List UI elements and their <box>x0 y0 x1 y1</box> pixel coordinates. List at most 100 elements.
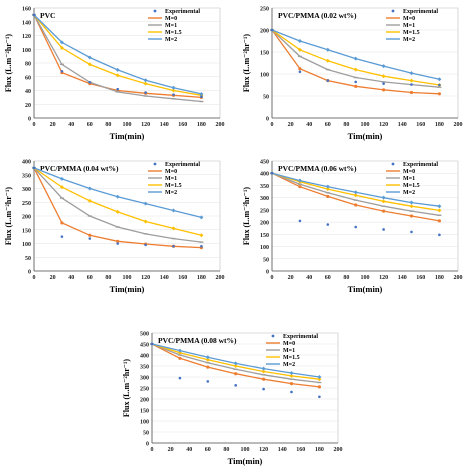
chart3-ytick-label: 400 <box>260 172 269 178</box>
chart0-data-point <box>199 91 204 96</box>
chart4-data-point <box>289 373 294 378</box>
chart4-xtick-label: 0 <box>151 447 154 453</box>
chart-pvc-pmma-004: 0 50 100 150 200 250 300 350 400 0 20 40 60 80 100 120 1… <box>4 160 225 295</box>
chart4-data-point <box>178 356 182 360</box>
chart4-ytick-label: 350 <box>140 365 149 371</box>
chart3-experimental-point <box>298 219 302 223</box>
chart1-ytick-label: 250 <box>260 7 269 13</box>
chart0-data-point <box>115 67 120 72</box>
chart2-data-point <box>143 201 148 206</box>
chart0-ytick-label: 160 <box>22 7 31 13</box>
chart0-legend-label-M=0: M=0 <box>165 16 177 22</box>
chart0-x-axis-label: Tim(min) <box>110 131 145 141</box>
chart4-experimental-point <box>262 387 265 391</box>
chart3-data-point <box>325 187 330 192</box>
chart2-ytick-label: 50 <box>25 256 31 262</box>
chart1-xtick-label: 20 <box>288 122 294 128</box>
chart3-data-point <box>409 214 414 218</box>
chart2-legend-label-M=2: M=2 <box>165 190 177 196</box>
chart3-xtick-label: 200 <box>454 275 463 281</box>
chart4-ytick-label: 300 <box>140 376 149 382</box>
chart4-ytick-label: 50 <box>143 431 149 437</box>
chart1-experimental-point <box>298 70 302 74</box>
chart4-data-point <box>289 371 294 376</box>
chart4-xtick-label: 120 <box>259 447 268 453</box>
chart2-data-point <box>87 198 92 203</box>
chart3-data-point <box>381 199 386 204</box>
chart3-data-point <box>326 194 330 199</box>
chart4-title: PVC/PMMA (0.08 wt%) <box>158 336 237 345</box>
chart1-xtick-label: 180 <box>435 122 444 128</box>
chart0-xtick-label: 200 <box>216 122 225 128</box>
chart-pvc: 0 20 40 60 80 100 120 140 160 0 20 40 60 80 100 120 140 1… <box>4 7 225 142</box>
chart2-xtick-label: 160 <box>178 275 187 281</box>
chart4-data-point <box>289 382 294 386</box>
chart0-experimental-point <box>60 69 64 73</box>
chart0-ytick-label: 120 <box>22 34 31 40</box>
chart1-ytick-label: 50 <box>263 95 269 101</box>
chart3-experimental-point <box>354 225 357 229</box>
chart1-xtick-label: 0 <box>271 122 274 128</box>
chart4-xtick-label: 80 <box>223 447 229 453</box>
chart4-experimental-point <box>234 384 237 387</box>
chart4-ytick-label: 500 <box>140 332 149 338</box>
chart2-experimental-point <box>200 244 203 248</box>
chart2-data-point <box>88 233 92 237</box>
chart3-xtick-label: 120 <box>379 275 388 281</box>
chart1-experimental-point <box>270 28 274 32</box>
chart2-legend-label-M=0: M=0 <box>165 169 177 175</box>
chart1-x-axis-label: Tim(min) <box>348 131 383 141</box>
chart4-experimental-point <box>150 342 154 346</box>
chart1-title: PVC/PMMA (0.02 wt%) <box>278 11 357 20</box>
chart0-ytick-label: 0 <box>28 117 31 123</box>
chart3-xtick-label: 80 <box>343 275 349 281</box>
chart3-title: PVC/PMMA (0.06 wt%) <box>278 164 357 173</box>
chart1-data-point <box>409 78 414 83</box>
chart2-ytick-label: 0 <box>28 270 31 276</box>
chart1-xtick-label: 80 <box>343 122 349 128</box>
chart3-xtick-label: 180 <box>435 275 444 281</box>
chart-pvc-pmma-006: 0 50 100 150 200 250 300 350 400 450 0 20 40 60 80 100 1… <box>242 160 463 295</box>
chart2-data-point <box>115 194 120 199</box>
chart3-data-point <box>409 200 414 205</box>
chart2-xtick-label: 140 <box>160 275 169 281</box>
chart1-data-point <box>325 47 330 52</box>
chart4-data-point <box>205 355 210 360</box>
chart3-legend-label-M=2: M=2 <box>403 190 415 196</box>
chart1-data-point <box>409 90 414 95</box>
chart2-x-axis-label: Tim(min) <box>110 284 145 294</box>
chart4-xtick-label: 40 <box>186 447 192 453</box>
chart2-xtick-label: 60 <box>87 275 93 281</box>
chart1-legend-marker-experimental <box>391 9 395 13</box>
chart0-legend-label-M=1.5: M=1.5 <box>165 30 182 36</box>
chart1-data-point <box>354 84 358 88</box>
chart3-ytick-label: 0 <box>266 270 269 276</box>
chart1-data-point <box>297 47 302 52</box>
chart3-xtick-label: 20 <box>288 275 294 281</box>
chart3-ytick-label: 250 <box>260 208 269 214</box>
chart2-legend-marker-experimental <box>153 162 157 166</box>
chart1-experimental-point <box>382 82 385 85</box>
chart1-experimental-point <box>410 83 413 86</box>
chart1-data-point <box>298 67 302 71</box>
chart4-experimental-point <box>318 395 321 399</box>
chart0-data-point <box>59 40 64 45</box>
chart0-data-point <box>171 85 176 90</box>
chart2-data-point <box>115 209 120 214</box>
chart0-y-axis-label: Flux (L.m⁻²hr⁻¹) <box>4 34 13 92</box>
chart3-ytick-label: 100 <box>260 245 269 251</box>
chart1-xtick-label: 100 <box>361 122 370 128</box>
chart4-data-point <box>205 357 210 362</box>
chart3-xtick-label: 40 <box>306 275 312 281</box>
chart3-experimental-point <box>438 233 441 237</box>
chart3-ytick-label: 200 <box>260 221 269 227</box>
chart0-ytick-label: 140 <box>22 20 31 26</box>
chart2-data-point <box>87 186 92 191</box>
chart0-legend-marker-experimental <box>153 9 157 13</box>
chart4-data-point <box>317 377 322 382</box>
chart1-ytick-label: 0 <box>266 117 269 123</box>
chart2-ytick-label: 200 <box>22 215 31 221</box>
chart1-ytick-label: 200 <box>260 29 269 35</box>
chart4-legend-label-M=1.5: M=1.5 <box>283 355 300 361</box>
chart2-data-point <box>171 208 176 213</box>
